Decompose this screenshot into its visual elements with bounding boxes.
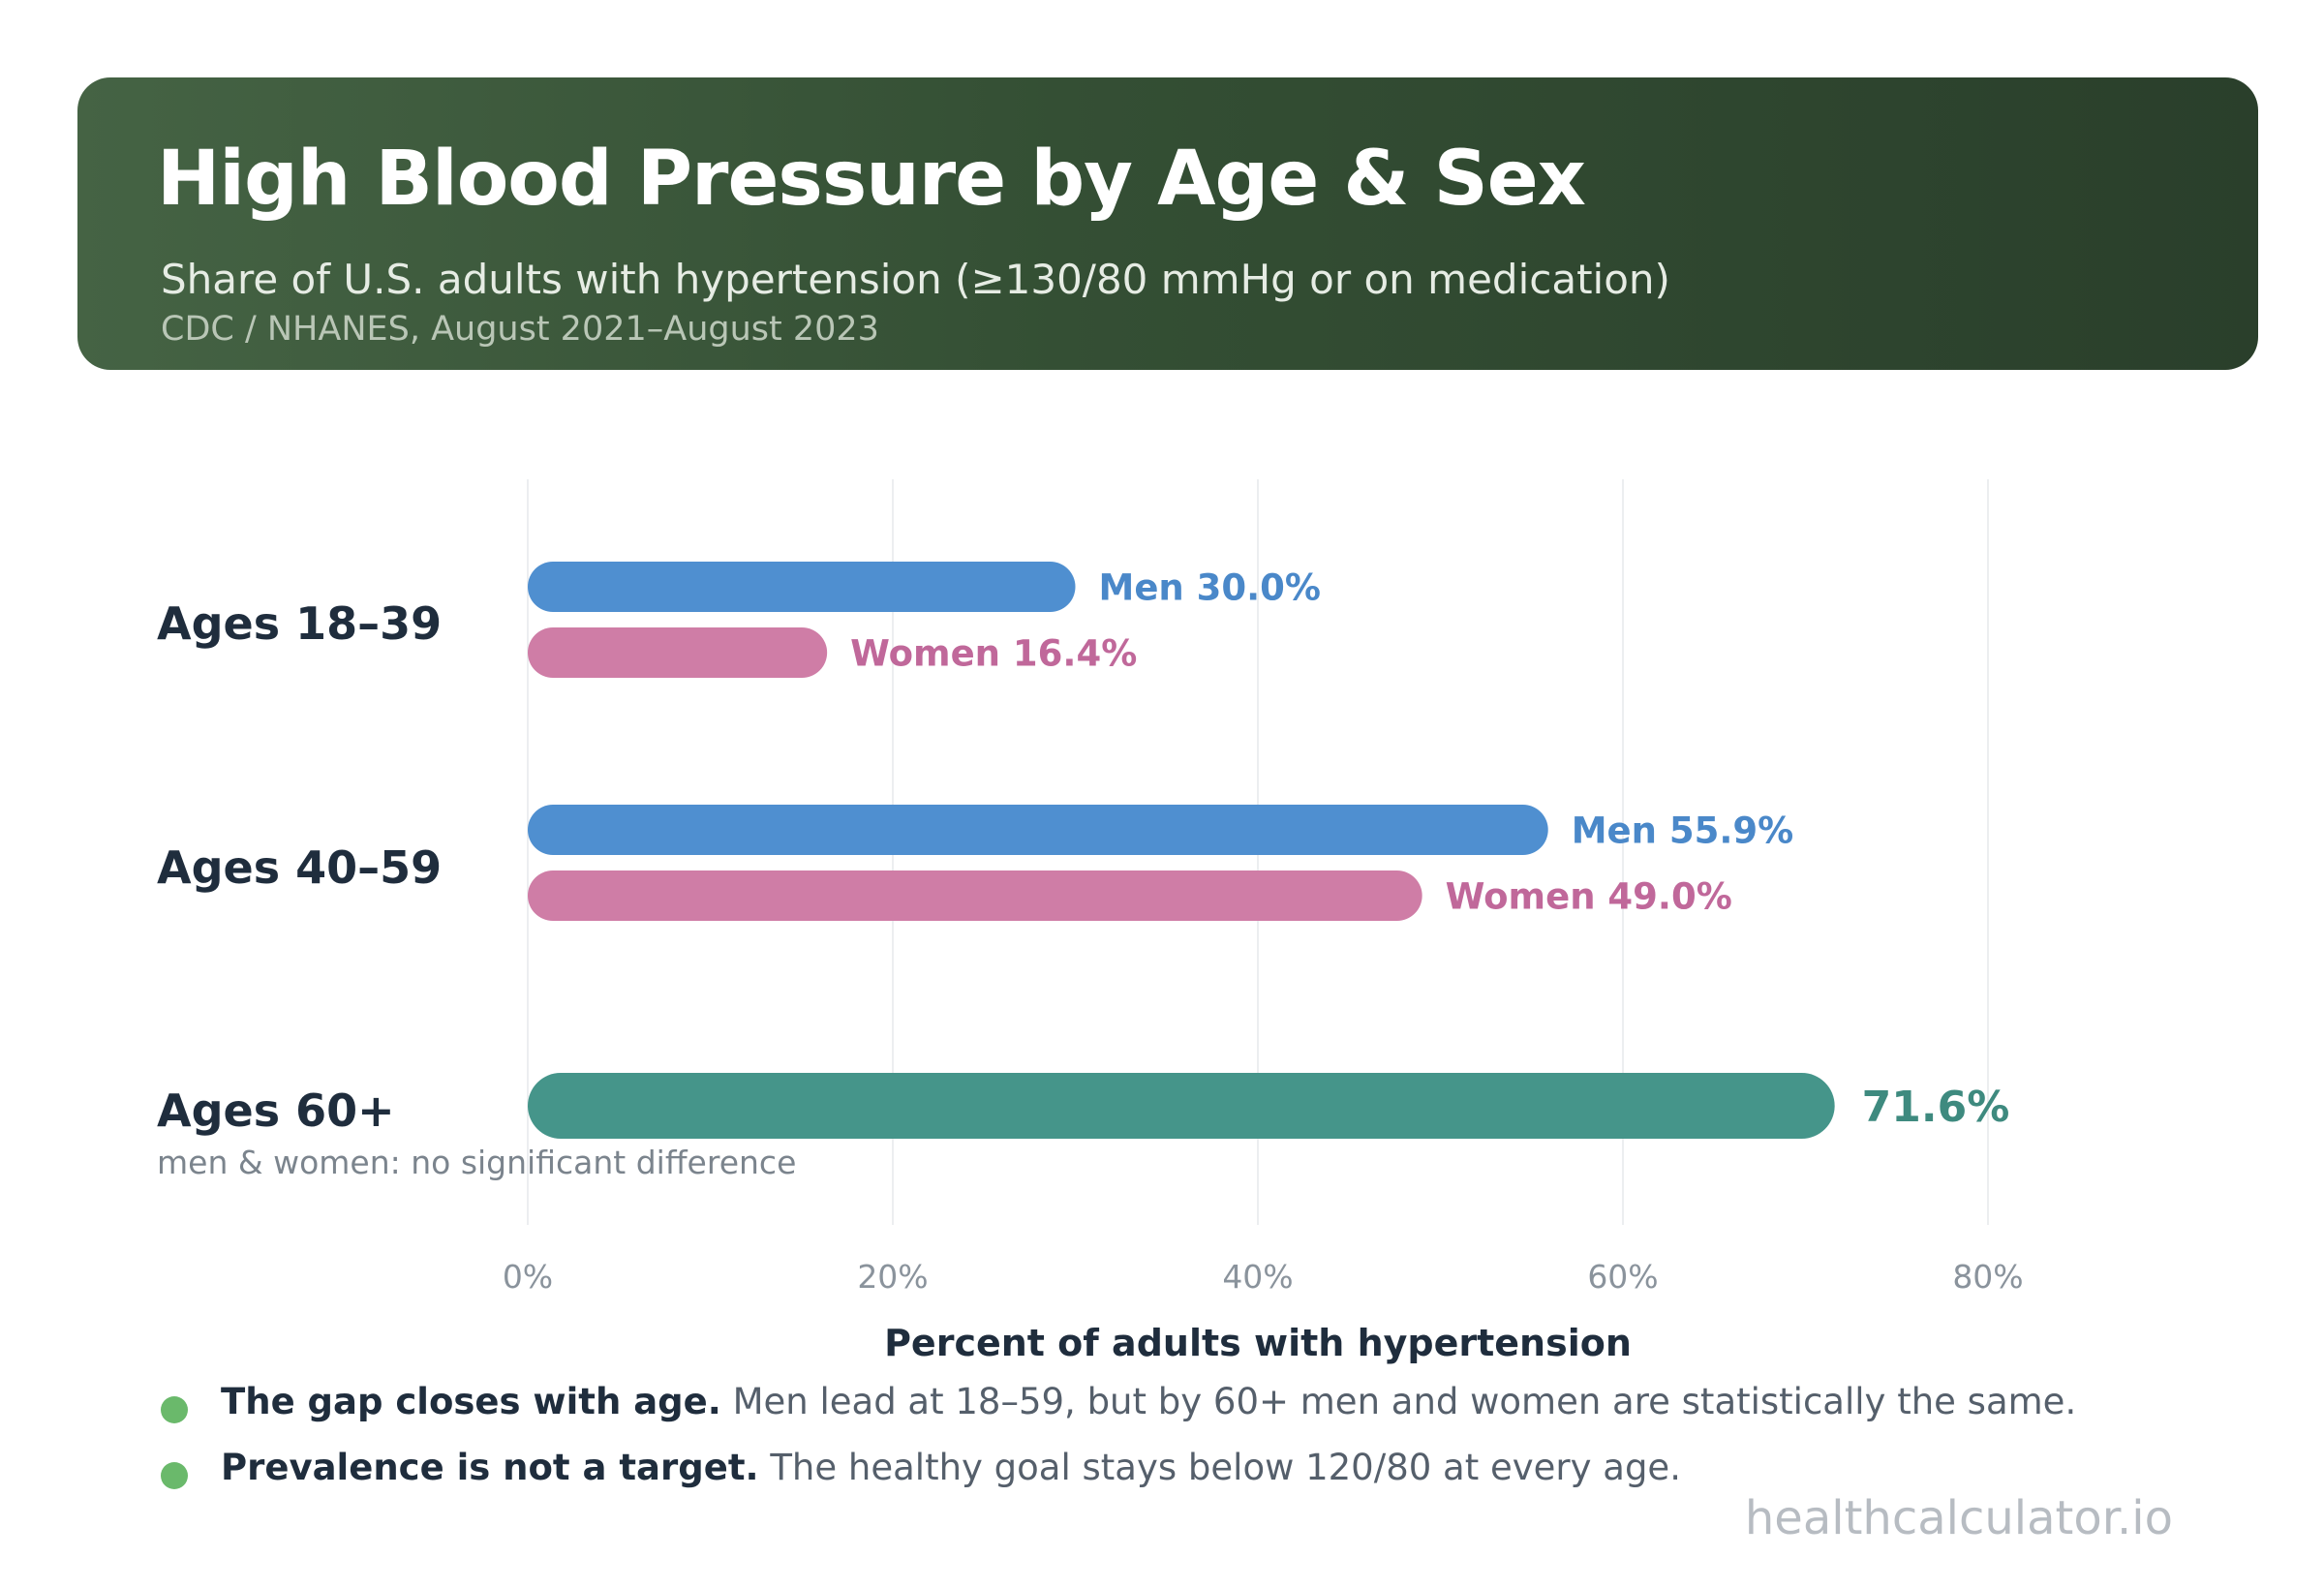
takeaway-body: The healthy goal stays below 120/80 at e… [758, 1447, 1681, 1488]
bar-value-label: Women 49.0% [1446, 875, 1732, 917]
brand-watermark: healthcalculator.io [1744, 1491, 2173, 1545]
group-label: Ages 18–39 [157, 597, 442, 650]
takeaway-strong: The gap closes with age. [221, 1381, 721, 1422]
bar-value-label: 71.6% [1862, 1083, 2010, 1132]
chart-title: High Blood Pressure by Age & Sex [157, 136, 1586, 223]
chart-subtitle: Share of U.S. adults with hypertension (… [161, 256, 1670, 303]
x-tick-label: 80% [1952, 1258, 2023, 1296]
bar [528, 1073, 1835, 1139]
bar [528, 562, 1076, 612]
bullet-dot-icon [161, 1396, 188, 1423]
bar-value-label: Men 30.0% [1099, 566, 1322, 608]
header-banner: High Blood Pressure by Age & Sex Share o… [77, 77, 2258, 370]
group-label: Ages 60+ [157, 1084, 395, 1137]
takeaway-text: The gap closes with age. Men lead at 18–… [221, 1381, 2076, 1422]
bar [528, 870, 1422, 921]
x-tick-label: 60% [1587, 1258, 1658, 1296]
group-note: men & women: no significant difference [157, 1144, 796, 1181]
bar-value-label: Men 55.9% [1572, 809, 1794, 851]
x-tick-label: 0% [503, 1258, 553, 1296]
x-axis: 0% 20% 40% 60% 80% Percent of adults with hyp… [503, 1258, 2024, 1364]
takeaway-text: Prevalence is not a target. The healthy … [221, 1447, 1681, 1488]
bar [528, 805, 1548, 855]
x-axis-label: Percent of adults with hypertension [884, 1322, 1632, 1364]
takeaway-body: Men lead at 18–59, but by 60+ men and wo… [720, 1381, 2077, 1422]
bar [528, 627, 828, 678]
bars [528, 562, 1835, 1139]
takeaway-strong: Prevalence is not a target. [221, 1447, 759, 1488]
data-source: CDC / NHANES, August 2021–August 2023 [161, 310, 879, 349]
x-tick-label: 20% [857, 1258, 928, 1296]
group-label: Ages 40–59 [157, 841, 442, 894]
labels: Ages 18–39 Men 30.0% Women 16.4% Ages 40–59… [157, 566, 2009, 1181]
x-tick-label: 40% [1222, 1258, 1293, 1296]
bar-value-label: Women 16.4% [850, 632, 1137, 674]
bullet-dot-icon [161, 1462, 188, 1489]
